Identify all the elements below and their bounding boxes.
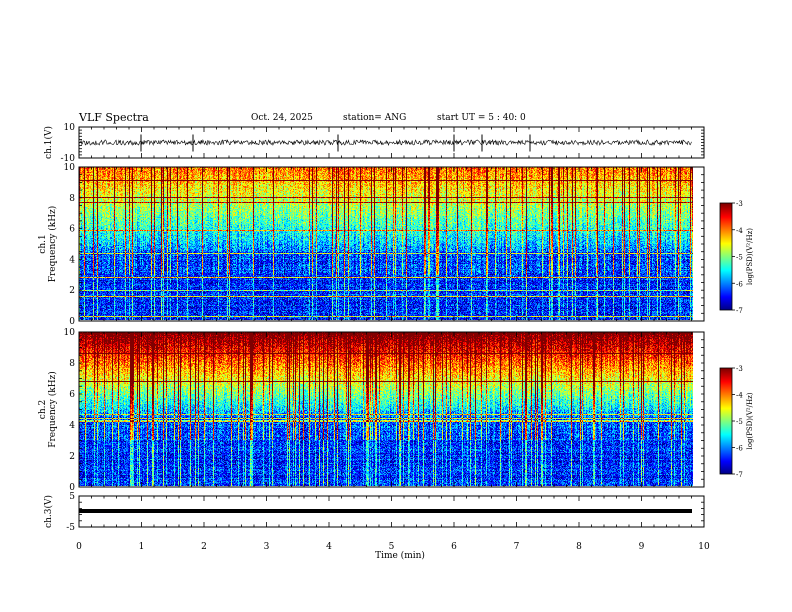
ch3-ytick-label: -5 bbox=[66, 523, 75, 533]
ch1-spectrogram-ytick-label: 0 bbox=[69, 317, 75, 327]
ch1-ylabel: ch.1(V) bbox=[43, 126, 54, 159]
ch1-colorbar-tick-label: -3 bbox=[736, 200, 743, 208]
ch1-spectrogram-image bbox=[79, 167, 693, 320]
ch3-ylabel: ch.3(V) bbox=[43, 495, 54, 528]
ch2-colorbar-label: log(PSD)(V²/Hz) bbox=[746, 392, 754, 449]
ch1-colorbar bbox=[720, 203, 732, 310]
station-label: station= ANG bbox=[343, 113, 407, 123]
ch2-colorbar-tick-label: -7 bbox=[736, 471, 743, 479]
x-tick-label: 7 bbox=[514, 542, 520, 552]
figure-title: VLF Spectra bbox=[79, 111, 149, 124]
ch1-colorbar-tick-label: -7 bbox=[736, 307, 743, 315]
ch1-colorbar-frame bbox=[719, 202, 733, 311]
ch2-spectrogram-frame bbox=[78, 331, 705, 488]
ch1-ytick-label: 10 bbox=[64, 123, 76, 133]
ch2-spectrogram-ytick-label: 0 bbox=[69, 483, 75, 493]
start-time-label: start UT = 5 : 40: 0 bbox=[437, 113, 526, 123]
ch1-spectrogram-frame bbox=[78, 166, 705, 322]
ch2-colorbar bbox=[720, 368, 732, 474]
ch1-spectrogram-ytick-label: 8 bbox=[69, 194, 75, 204]
ch1-spectrogram-ytick-label: 6 bbox=[69, 225, 75, 235]
x-tick-label: 3 bbox=[264, 542, 270, 552]
ch2-spectrogram-ytick-label: 8 bbox=[69, 359, 75, 369]
x-tick-label: 9 bbox=[639, 542, 645, 552]
ch1-spectrogram-ytick-label: 4 bbox=[69, 255, 75, 265]
x-tick-label: 5 bbox=[389, 542, 395, 552]
ch1-colorbar-label: log(PSD)(V²/Hz) bbox=[746, 228, 754, 285]
x-tick-label: 8 bbox=[576, 542, 582, 552]
ch2-colorbar-tick-label: -3 bbox=[736, 365, 743, 373]
ch1-colorbar-tick-label: -5 bbox=[736, 254, 743, 262]
ch2-spectrogram-ytick-label: 2 bbox=[69, 452, 75, 462]
ch2-spectrogram-ylabel-frequency: Frequency (kHz) bbox=[47, 371, 58, 448]
ch2-colorbar-tick-label: -5 bbox=[736, 418, 743, 426]
ch3-ytick-label: 5 bbox=[69, 492, 75, 502]
ch2-colorbar-frame bbox=[719, 367, 733, 475]
ch1-spectrogram-ylabel-frequency: Frequency (kHz) bbox=[47, 206, 58, 283]
x-tick-label: 1 bbox=[139, 542, 145, 552]
x-axis-label: Time (min) bbox=[375, 550, 425, 561]
ch2-spectrogram-ylabel-channel: ch.2 bbox=[38, 400, 48, 419]
ch2-spectrogram-ytick-label: 10 bbox=[64, 328, 76, 338]
ch2-spectrogram-ytick-label: 6 bbox=[69, 390, 75, 400]
ch2-colorbar-tick-label: -4 bbox=[736, 392, 743, 400]
x-tick-label: 10 bbox=[698, 542, 710, 552]
x-tick-label: 0 bbox=[76, 542, 82, 552]
ch1-spectrogram-ytick-label: 2 bbox=[69, 286, 75, 296]
ch2-spectrogram-ytick-label: 4 bbox=[69, 421, 75, 431]
ch1-waveform bbox=[78, 138, 692, 147]
ch1-spectrogram-ylabel-channel: ch.1 bbox=[38, 234, 48, 253]
x-tick-label: 4 bbox=[326, 542, 332, 552]
x-tick-label: 2 bbox=[201, 542, 207, 552]
ch2-spectrogram-image bbox=[79, 332, 693, 486]
ch2-colorbar-tick-label: -6 bbox=[736, 445, 743, 453]
date-label: Oct. 24, 2025 bbox=[251, 113, 313, 123]
x-tick-label: 6 bbox=[451, 542, 457, 552]
ch1-ytick-label: -10 bbox=[61, 154, 76, 164]
ch1-colorbar-tick-label: -4 bbox=[736, 227, 743, 235]
ch1-colorbar-tick-label: -6 bbox=[736, 280, 743, 288]
ch1-spectrogram-ytick-label: 10 bbox=[64, 163, 76, 173]
